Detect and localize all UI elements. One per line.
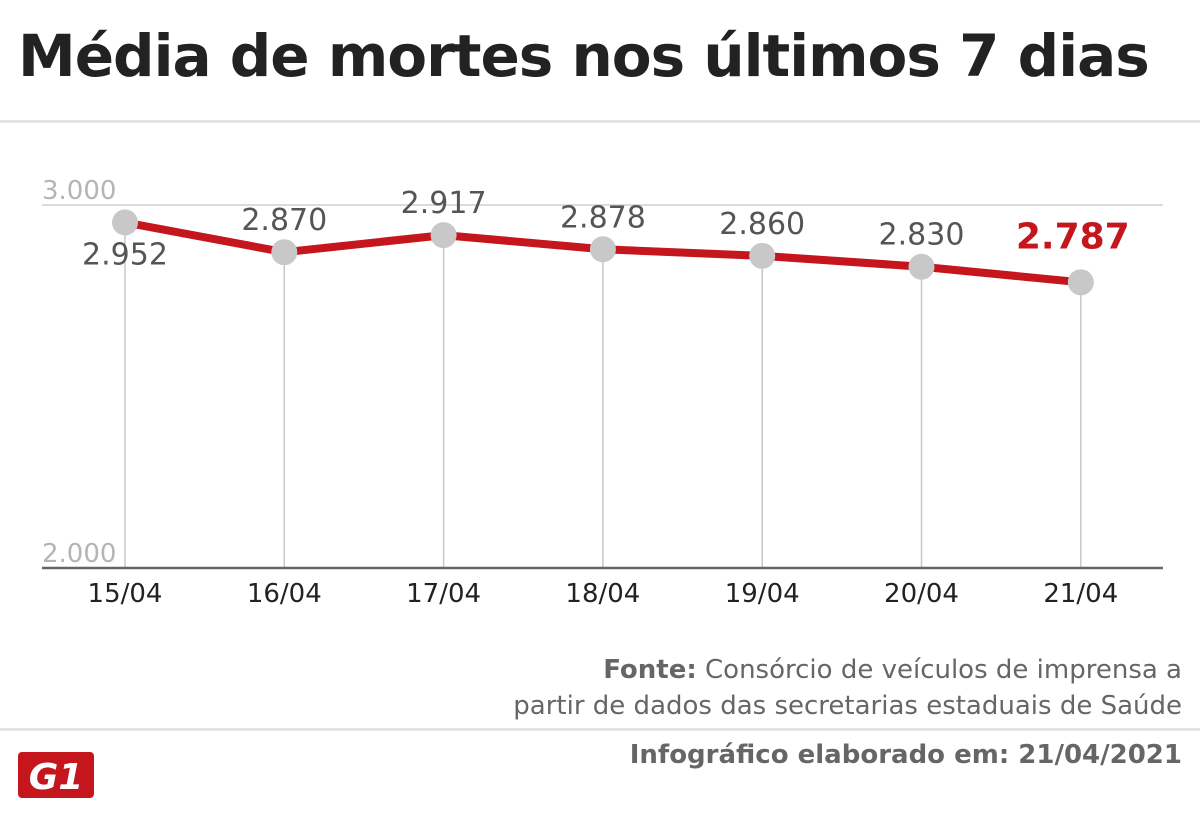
footer-divider bbox=[0, 728, 1200, 731]
x-tick-label: 15/04 bbox=[88, 579, 163, 609]
data-label: 2.860 bbox=[719, 207, 805, 242]
y-tick-label: 3.000 bbox=[42, 176, 116, 206]
data-point bbox=[271, 239, 298, 266]
source-text-line1: Consórcio de veículos de imprensa a bbox=[705, 655, 1182, 685]
g1-logo-text: G1 bbox=[29, 757, 84, 798]
data-points bbox=[112, 209, 1094, 296]
header-divider bbox=[0, 120, 1200, 123]
x-tick-label: 16/04 bbox=[247, 579, 322, 609]
source-note: Fonte: Consórcio de veículos de imprensa… bbox=[382, 652, 1182, 724]
x-tick-label: 20/04 bbox=[884, 579, 959, 609]
data-point bbox=[112, 209, 138, 236]
x-tick-label: 21/04 bbox=[1043, 579, 1118, 609]
data-label: 2.878 bbox=[560, 200, 646, 235]
x-tick-label: 17/04 bbox=[406, 579, 481, 609]
source-label: Fonte: bbox=[603, 655, 697, 685]
y-tick-label: 2.000 bbox=[42, 539, 116, 569]
creation-date: Infográfico elaborado em: 21/04/2021 bbox=[629, 740, 1182, 770]
data-point bbox=[749, 242, 776, 269]
data-point bbox=[430, 222, 457, 249]
data-label: 2.870 bbox=[241, 203, 327, 238]
x-tick-label: 19/04 bbox=[725, 579, 800, 609]
data-point bbox=[589, 236, 616, 263]
gridlines bbox=[124, 222, 1082, 568]
data-label: 2.917 bbox=[401, 186, 487, 221]
axes: 2.000 3.000 15/04 16/04 17/04 18/04 19/04 20/04… bbox=[42, 176, 1163, 609]
data-label: 2.830 bbox=[879, 218, 965, 253]
line-chart: 2.000 3.000 15/04 16/04 17/04 18/04 19/04 20/04… bbox=[42, 176, 1163, 609]
source-text-line2: partir de dados das secretarias estaduai… bbox=[513, 691, 1182, 721]
g1-logo: G1 bbox=[18, 752, 94, 798]
data-labels: 2.952 2.870 2.917 2.878 2.860 2.830 2.787 bbox=[82, 186, 1130, 272]
x-tick-label: 18/04 bbox=[565, 579, 640, 609]
data-point bbox=[908, 253, 935, 280]
data-label-highlight: 2.787 bbox=[1016, 216, 1130, 257]
data-point bbox=[1067, 269, 1094, 296]
chart-title: Média de mortes nos últimos 7 dias bbox=[18, 22, 1150, 90]
data-label: 2.952 bbox=[82, 237, 168, 272]
